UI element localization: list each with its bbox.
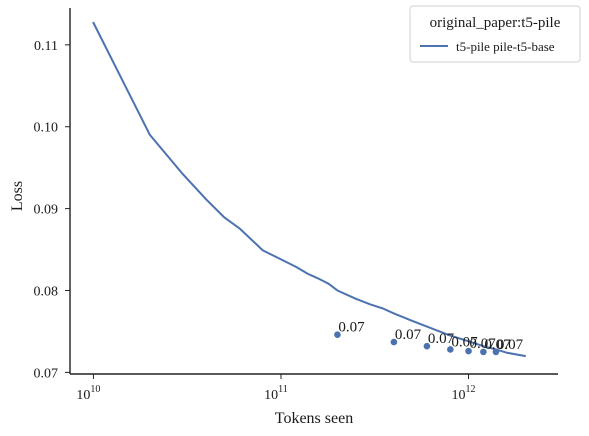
- legend-box: [409, 5, 581, 63]
- data-point: [492, 348, 500, 356]
- data-label: 0.07: [338, 320, 365, 336]
- data-point: [390, 338, 398, 346]
- data-point: [447, 346, 454, 353]
- data-point: [465, 347, 472, 355]
- data-label: 0.07: [395, 327, 422, 343]
- data-label: 0.07: [451, 334, 478, 350]
- legend-title: original_paper:t5-pile: [430, 15, 561, 31]
- y-tick-label: 0.08: [34, 284, 59, 299]
- data-label: 0.07: [484, 337, 511, 353]
- series-line-0: [92, 21, 526, 357]
- data-point: [423, 342, 431, 350]
- plot-area: 0.07 0.07 0.070.070.070.070.07: [92, 21, 526, 357]
- legend-entry-label: t5-pile pile-t5-base: [456, 39, 555, 54]
- x-tick-label: 1011: [264, 384, 288, 403]
- data-label: 0.07: [497, 337, 524, 353]
- y-tick-label: 0.09: [34, 203, 59, 218]
- data-label: 0.07: [428, 331, 455, 347]
- ticks: 0.07 0.08 0.09 0.10 0.11 1010 1011 1012: [34, 39, 476, 403]
- data-point: [334, 331, 341, 339]
- x-tick-label: 1010: [76, 384, 100, 403]
- legend: original_paper:t5-pile t5-pile pile-t5-b…: [409, 5, 581, 63]
- y-tick-label: 0.11: [34, 39, 58, 54]
- x-tick-label: 1012: [452, 384, 476, 403]
- data-label: 0.07: [470, 336, 497, 352]
- y-tick-label: 0.07: [34, 366, 59, 381]
- y-tick-label: 0.10: [34, 121, 59, 136]
- x-axis-label: Tokens seen: [275, 410, 353, 427]
- data-point: [480, 348, 487, 356]
- axes: [69, 8, 558, 375]
- y-axis-label: Loss: [9, 181, 26, 211]
